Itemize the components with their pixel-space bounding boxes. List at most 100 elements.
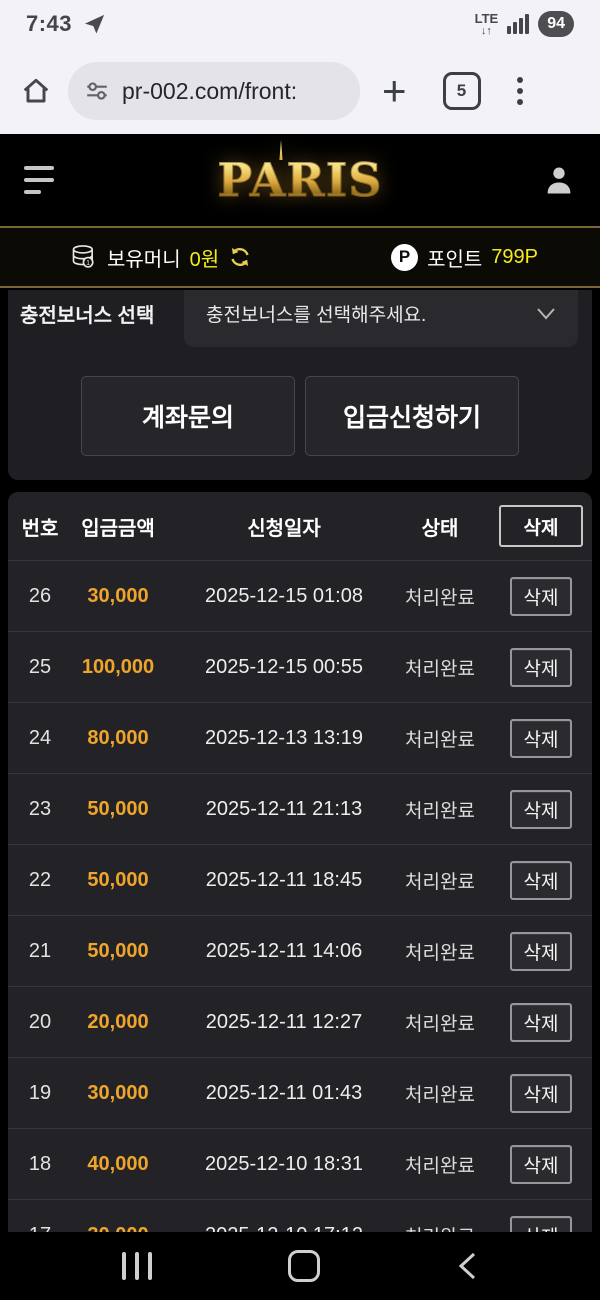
row-status: 처리완료 <box>405 1155 475 1177</box>
signal-icon <box>507 14 530 34</box>
refresh-icon[interactable] <box>228 245 252 269</box>
svg-text:1: 1 <box>86 260 90 267</box>
table-header-row: 번호 입금금액 신청일자 상태 삭제 <box>8 492 592 560</box>
table-row: 24 80,000 2025-12-13 13:19 처리완료 삭제 <box>8 702 592 773</box>
recent-apps-icon[interactable] <box>122 1252 152 1280</box>
point-badge-icon: P <box>391 243 419 271</box>
delete-button[interactable]: 삭제 <box>510 1215 572 1232</box>
money-value: 0원 <box>189 248 220 271</box>
bonus-select-label: 충전보너스 선택 <box>20 304 155 327</box>
row-no: 18 <box>28 1152 52 1175</box>
row-status: 처리완료 <box>405 729 475 751</box>
col-header-date: 신청일자 <box>247 517 321 540</box>
row-no: 24 <box>28 726 52 749</box>
deposit-request-button[interactable]: 입금신청하기 <box>305 376 519 456</box>
battery-indicator: 94 <box>538 11 574 37</box>
site-logo[interactable]: PARIS <box>217 140 383 208</box>
coins-icon: 1 <box>72 245 94 268</box>
table-row: 20 20,000 2025-12-11 12:27 처리완료 삭제 <box>8 986 592 1057</box>
row-status: 처리완료 <box>405 1084 475 1106</box>
row-status: 처리완료 <box>405 800 475 822</box>
row-no: 22 <box>28 868 52 891</box>
row-amount: 50,000 <box>87 797 149 820</box>
row-no: 25 <box>28 655 52 678</box>
send-icon <box>85 14 105 34</box>
row-date: 2025-12-10 17:12 <box>164 1224 404 1233</box>
row-amount: 100,000 <box>81 655 155 678</box>
table-row: 19 30,000 2025-12-11 01:43 처리완료 삭제 <box>8 1057 592 1128</box>
delete-button[interactable]: 삭제 <box>510 718 572 758</box>
row-date: 2025-12-15 00:55 <box>205 655 363 678</box>
account-inquiry-button[interactable]: 계좌문의 <box>81 376 295 456</box>
row-no: 23 <box>28 797 52 820</box>
delete-button[interactable]: 삭제 <box>510 1002 572 1042</box>
table-row: 17 30,000 2025-12-10 17:12 처리완료 삭제 <box>8 1199 592 1232</box>
row-status: 처리완료 <box>405 942 475 964</box>
row-no: 19 <box>28 1081 52 1104</box>
browser-menu-icon[interactable] <box>516 77 523 105</box>
back-icon[interactable] <box>456 1251 478 1281</box>
row-amount: 30,000 <box>72 1224 164 1233</box>
point-value: 799P <box>491 245 538 268</box>
site-settings-icon[interactable] <box>84 78 110 104</box>
money-label: 보유머니 <box>107 248 181 271</box>
deposit-history-table: 번호 입금금액 신청일자 상태 삭제 26 30,000 2025-12-15 … <box>8 492 592 1232</box>
row-amount: 30,000 <box>87 584 149 607</box>
table-row: 25 100,000 2025-12-15 00:55 처리완료 삭제 <box>8 631 592 702</box>
user-icon[interactable] <box>542 163 576 197</box>
row-amount: 40,000 <box>87 1152 149 1175</box>
site-header: PARIS <box>0 134 600 226</box>
url-fade <box>326 62 360 120</box>
table-row: 23 50,000 2025-12-11 21:13 처리완료 삭제 <box>8 773 592 844</box>
delete-button[interactable]: 삭제 <box>510 1144 572 1184</box>
row-date: 2025-12-11 12:27 <box>205 1010 363 1033</box>
delete-all-button[interactable]: 삭제 <box>499 505 583 547</box>
delete-button[interactable]: 삭제 <box>510 576 572 616</box>
row-status: 처리완료 <box>405 1013 475 1035</box>
eiffel-tower-icon <box>279 140 283 160</box>
table-row: 18 40,000 2025-12-10 18:31 처리완료 삭제 <box>8 1128 592 1199</box>
hamburger-menu-icon[interactable] <box>24 166 54 194</box>
table-row: 22 50,000 2025-12-11 18:45 처리완료 삭제 <box>8 844 592 915</box>
row-date: 2025-12-13 13:19 <box>205 726 363 749</box>
table-row: 21 50,000 2025-12-11 14:06 처리완료 삭제 <box>8 915 592 986</box>
row-amount: 20,000 <box>87 1010 149 1033</box>
delete-button[interactable]: 삭제 <box>510 860 572 900</box>
row-amount: 50,000 <box>87 939 149 962</box>
wallet-bar: 1 보유머니 0원 P 포인트 799P <box>0 226 600 288</box>
row-amount: 50,000 <box>87 868 149 891</box>
address-bar[interactable]: pr-002.com/front: <box>68 62 360 120</box>
row-date: 2025-12-15 01:08 <box>205 584 363 607</box>
point-label: 포인트 <box>427 248 483 271</box>
browser-toolbar: pr-002.com/front: + 5 <box>0 48 600 134</box>
tab-counter-button[interactable]: 5 <box>442 72 481 110</box>
network-indicator: LTE ↓↑ <box>474 10 499 37</box>
bonus-select[interactable]: 충전보너스를 선택해주세요. <box>184 290 578 347</box>
col-header-no: 번호 <box>21 517 59 540</box>
delete-button[interactable]: 삭제 <box>510 647 572 687</box>
android-nav-bar <box>0 1232 600 1300</box>
delete-button[interactable]: 삭제 <box>510 1073 572 1113</box>
delete-button[interactable]: 삭제 <box>510 789 572 829</box>
row-status: 처리완료 <box>404 1222 476 1233</box>
new-tab-button[interactable]: + <box>382 67 407 114</box>
clock: 7:43 <box>26 11 73 36</box>
row-no: 20 <box>28 1010 52 1033</box>
row-no: 21 <box>28 939 52 962</box>
row-date: 2025-12-11 21:13 <box>205 797 363 820</box>
delete-button[interactable]: 삭제 <box>510 931 572 971</box>
chevron-down-icon <box>537 307 555 320</box>
row-no: 17 <box>8 1224 72 1233</box>
row-status: 처리완료 <box>405 658 475 680</box>
row-date: 2025-12-11 18:45 <box>205 868 363 891</box>
android-home-icon[interactable] <box>288 1250 320 1282</box>
home-icon[interactable] <box>20 75 52 107</box>
points-group: P 포인트 799P <box>391 243 538 272</box>
status-bar: 7:43 LTE ↓↑ 94 <box>0 0 600 48</box>
url-text: pr-002.com/front: <box>122 77 298 104</box>
row-date: 2025-12-11 14:06 <box>205 939 363 962</box>
row-no: 26 <box>28 584 52 607</box>
table-row: 26 30,000 2025-12-15 01:08 처리완료 삭제 <box>8 560 592 631</box>
row-date: 2025-12-11 01:43 <box>205 1081 363 1104</box>
